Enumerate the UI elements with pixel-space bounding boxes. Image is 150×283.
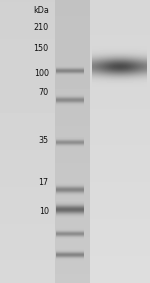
Text: 10: 10 [39,207,49,216]
Text: kDa: kDa [33,6,49,15]
Text: 17: 17 [39,178,49,187]
Text: 35: 35 [39,136,49,145]
Text: 100: 100 [34,68,49,78]
Text: 150: 150 [34,44,49,53]
Text: 210: 210 [34,23,49,32]
Text: 70: 70 [39,88,49,97]
